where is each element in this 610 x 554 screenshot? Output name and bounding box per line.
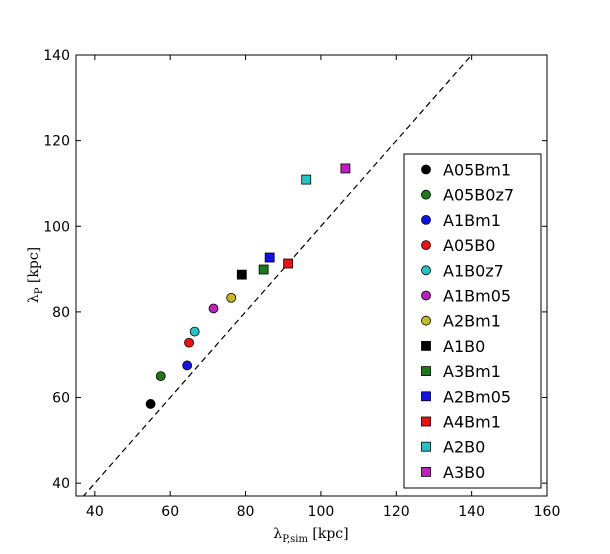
legend-label: A2B0: [443, 438, 485, 457]
y-tick-label: 120: [43, 134, 70, 150]
legend-label: A1B0: [443, 337, 485, 356]
legend-marker: [421, 391, 431, 402]
x-tick-label: 60: [161, 504, 179, 520]
data-point-a05b0: [184, 337, 194, 348]
data-point-a3b0: [340, 163, 351, 174]
legend-item-a1bm1: A1Bm1: [421, 211, 501, 230]
y-axis-label: λP [kpc]: [26, 247, 45, 303]
legend-item-a3b0: A3B0: [421, 463, 485, 482]
legend-marker: [421, 189, 431, 200]
legend-marker: [421, 265, 431, 276]
legend-marker: [421, 164, 431, 175]
x-axis-label: λP,sim [kpc]: [273, 526, 348, 545]
legend-item-a1b0z7: A1B0z7: [421, 261, 504, 280]
legend: A05Bm1 A05B0z7 A1Bm1 A05B0 A1B0z7 A1Bm05 A2Bm1…: [403, 153, 542, 489]
y-tick-label: 140: [43, 48, 70, 64]
data-point-a05bm1: [145, 399, 156, 409]
x-tick-label: 140: [458, 504, 485, 520]
data-point-a4bm1: [283, 258, 294, 269]
plot-frame: [75, 54, 548, 497]
y-tick-label: 40: [52, 476, 70, 492]
y-tick-label: 100: [43, 219, 70, 235]
legend-label: A3B0: [443, 463, 485, 482]
legend-marker: [421, 214, 431, 225]
legend-label: A05Bm1: [443, 161, 511, 180]
legend-marker: [421, 416, 431, 427]
data-point-a2b0: [301, 174, 312, 185]
legend-label: A1Bm05: [443, 287, 511, 306]
y-tick-label: 60: [52, 391, 70, 407]
legend-item-a05b0z7: A05B0z7: [421, 186, 514, 205]
legend-label: A4Bm1: [443, 413, 501, 432]
data-point-a1bm1: [182, 360, 193, 371]
legend-item-a2bm1: A2Bm1: [421, 312, 501, 331]
legend-marker: [421, 240, 431, 251]
x-tick-label: 40: [86, 504, 104, 520]
legend-marker: [421, 290, 431, 301]
identity-line: [82, 55, 473, 496]
legend-marker: [421, 340, 431, 351]
legend-label: A2Bm1: [443, 312, 501, 331]
legend-item-a05b0: A05B0: [421, 236, 495, 255]
x-tick-label: 100: [308, 504, 335, 520]
legend-item-a3bm1: A3Bm1: [421, 362, 501, 381]
legend-marker: [421, 466, 431, 477]
legend-label: A1B0z7: [443, 261, 504, 280]
legend-item-a4bm1: A4Bm1: [421, 413, 501, 432]
legend-marker: [421, 315, 431, 326]
legend-marker: [421, 366, 431, 377]
y-tick-label: 80: [52, 305, 70, 321]
legend-label: A05B0z7: [443, 186, 514, 205]
legend-item-a1bm05: A1Bm05: [421, 287, 511, 306]
legend-item-a05bm1: A05Bm1: [421, 161, 511, 180]
legend-item-a2b0: A2B0: [421, 438, 485, 457]
data-point-a05b0z7: [155, 371, 166, 382]
legend-label: A3Bm1: [443, 362, 501, 381]
data-point-a2bm1: [226, 292, 237, 303]
data-point-a1bm05: [208, 303, 219, 314]
data-point-a3bm1: [258, 264, 269, 275]
x-tick-label: 120: [383, 504, 410, 520]
x-tick-label: 80: [237, 504, 255, 520]
legend-item-a2bm05: A2Bm05: [421, 387, 511, 406]
legend-item-a1b0: A1B0: [421, 337, 485, 356]
data-point-a2bm05: [264, 252, 275, 263]
legend-label: A1Bm1: [443, 211, 501, 230]
data-point-a1b0z7: [189, 326, 200, 337]
legend-marker: [421, 441, 431, 452]
legend-label: A05B0: [443, 236, 495, 255]
x-tick-label: 160: [534, 504, 561, 520]
legend-label: A2Bm05: [443, 387, 511, 406]
data-point-a1b0: [236, 269, 247, 280]
